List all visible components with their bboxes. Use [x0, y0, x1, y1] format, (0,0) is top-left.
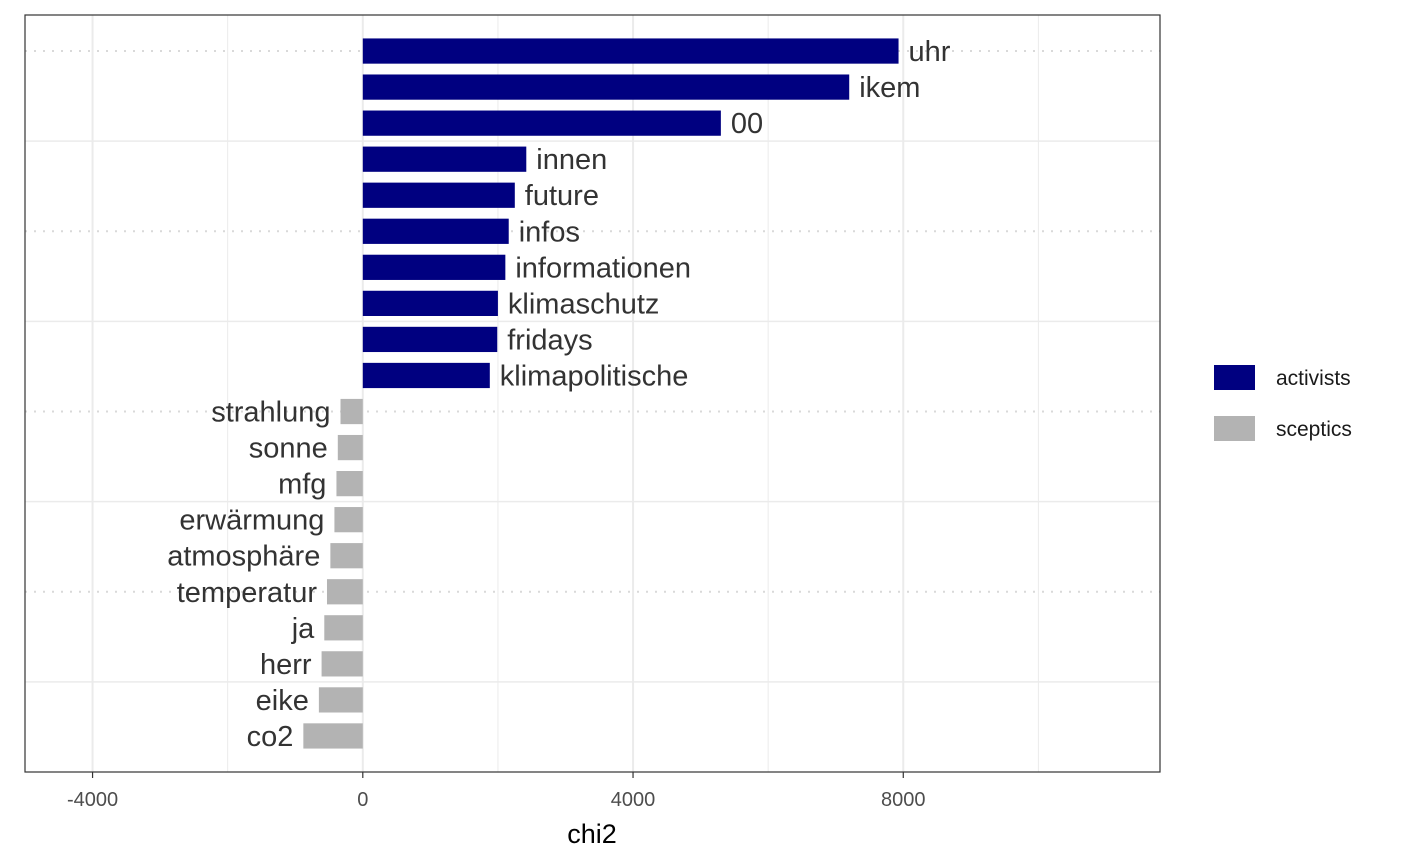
bar-label: herr [260, 649, 312, 681]
bar-sceptics [330, 543, 363, 569]
bar-label: future [525, 180, 599, 212]
bar-activists [362, 290, 498, 316]
legend: activists sceptics [1214, 365, 1352, 441]
x-tick-label: 0 [357, 789, 368, 811]
bars [303, 38, 899, 749]
bar-label: strahlung [211, 397, 330, 429]
bar-label: co2 [247, 721, 294, 753]
bar-activists [362, 74, 850, 100]
panel-border [24, 14, 1161, 773]
bar-labels: uhr ikem 00 innen future infos informationen kl… [167, 36, 951, 753]
x-axis: -4000 0 4000 8000 [67, 772, 926, 811]
bar-label: ja [291, 613, 315, 645]
bar-label: temperatur [177, 577, 318, 609]
bar-label: innen [536, 144, 607, 176]
legend-label: activists [1276, 367, 1351, 390]
bar-label: infos [519, 216, 580, 248]
bar-activists [362, 326, 498, 353]
bar-sceptics [337, 434, 363, 461]
bar-sceptics [324, 615, 363, 641]
bar-sceptics [336, 471, 363, 497]
bar-label: atmosphäre [167, 541, 320, 573]
legend-label: sceptics [1276, 418, 1352, 441]
bar-sceptics [326, 579, 363, 605]
bar-activists [362, 146, 527, 172]
bar-sceptics [334, 507, 363, 533]
bar-sceptics [318, 687, 363, 713]
bar-label: informationen [515, 252, 691, 284]
bar-label: klimapolitische [500, 360, 689, 392]
bar-label: eike [256, 685, 309, 717]
bar-label: erwärmung [179, 505, 324, 537]
bar-activists [362, 38, 899, 64]
bar-label: ikem [859, 72, 920, 104]
bar-label: mfg [278, 469, 326, 501]
bar-sceptics [321, 651, 363, 677]
bar-activists [362, 182, 515, 208]
bar-label: sonne [249, 433, 328, 465]
bar-sceptics [340, 398, 363, 425]
legend-key-activists [1214, 365, 1255, 390]
bar-label: uhr [909, 36, 951, 68]
x-tick-label: 8000 [881, 789, 926, 811]
bar-activists [362, 254, 506, 280]
bar-label: 00 [731, 108, 763, 140]
legend-key-sceptics [1214, 416, 1255, 441]
x-tick-label: -4000 [67, 789, 118, 811]
bar-sceptics [303, 723, 363, 749]
bar-activists [362, 110, 721, 136]
bar-activists [362, 362, 490, 389]
bar-activists [362, 218, 509, 244]
x-tick-label: 4000 [611, 789, 656, 811]
bar-label: klimaschutz [508, 288, 659, 320]
bar-label: fridays [507, 324, 592, 356]
x-axis-title: chi2 [567, 819, 617, 849]
